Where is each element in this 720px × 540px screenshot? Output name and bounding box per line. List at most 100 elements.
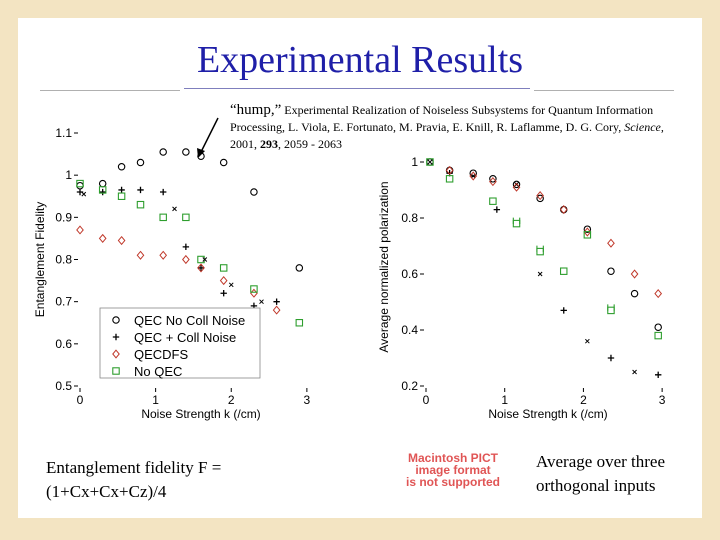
fidelity-line1: Entanglement fidelity F = <box>46 458 222 477</box>
fidelity-line2: (1+Cx+Cx+Cz)/4 <box>46 482 167 501</box>
data-point-series-1 <box>607 354 615 362</box>
data-point-no-qec <box>182 213 190 222</box>
slide-frame-top <box>0 0 720 18</box>
data-point-no-qec <box>295 318 304 327</box>
x-tick-label: 0 <box>423 393 430 407</box>
y-tick-label: 1 <box>411 155 418 169</box>
y-tick-label: 0.8 <box>55 253 72 267</box>
title-underline <box>184 88 530 89</box>
slide-frame-right <box>702 0 720 540</box>
data-point-qec-coll-noise <box>99 188 106 196</box>
slide-frame-left <box>0 0 18 540</box>
data-point-series-1 <box>654 371 662 378</box>
data-point-series-2 <box>470 173 476 179</box>
y-tick-label: 0.6 <box>401 267 418 281</box>
x-tick-label: 1 <box>152 393 159 407</box>
data-point-series-3 <box>489 177 497 187</box>
data-point-qec-coll-noise <box>273 298 280 305</box>
data-point-series-3 <box>559 205 568 215</box>
slide-title: Experimental Results <box>196 39 524 81</box>
data-point-qecdfs <box>182 254 190 265</box>
data-point-qecdfs <box>76 225 84 235</box>
legend-label: QECDFS <box>134 347 189 362</box>
fidelity-formula: Entanglement fidelity F = (1+Cx+Cx+Cz)/4 <box>46 456 221 504</box>
legend-marker <box>112 316 120 324</box>
citation-line2: Processing, L. Viola, E. Fortunato, M. P… <box>230 120 622 134</box>
data-point-qec-coll-noise <box>182 243 190 251</box>
data-point-series-0 <box>607 267 615 275</box>
hump-arrow <box>199 117 219 155</box>
data-point-series-2 <box>537 271 543 277</box>
data-point-qec-no-coll-noise <box>250 188 258 196</box>
legend-box <box>99 307 261 379</box>
data-point-series-2 <box>632 369 637 375</box>
data-point-series-4 <box>259 299 264 305</box>
data-point-series-4 <box>583 231 592 239</box>
fidelity-plot: 0.5 0.6 0.7 0.8 0.9 1 1.1 0 1 2 3 Noise Strength k … <box>33 126 311 421</box>
data-point-series-3 <box>536 191 544 201</box>
citation-pages: , 2059 - 2063 <box>278 137 342 151</box>
data-point-qec-coll-noise <box>137 186 144 194</box>
data-point-series-0 <box>489 175 497 183</box>
legend-label: No QEC <box>134 364 182 379</box>
data-point-qecdfs <box>197 263 205 273</box>
data-point-series-0 <box>512 180 521 189</box>
citation-hump: “hump,” <box>230 102 282 118</box>
pict-line2: image format <box>415 463 491 477</box>
data-point-series-2 <box>427 159 433 165</box>
data-point-qec-no-coll-noise <box>98 179 107 188</box>
data-point-qec-coll-noise <box>220 290 227 297</box>
data-point-series-5 <box>607 304 615 311</box>
data-point-qecdfs <box>117 235 126 246</box>
data-point-qec-no-coll-noise <box>159 148 167 156</box>
x-axis-label: Noise Strength k (/cm) <box>488 407 607 421</box>
average-line1: Average over three <box>536 452 665 471</box>
y-tick-label: 0.9 <box>55 210 72 224</box>
data-point-qecdfs <box>159 250 168 260</box>
data-point-qec-no-coll-noise <box>117 162 126 171</box>
data-point-series-0 <box>654 323 662 331</box>
data-point-series-1 <box>493 206 501 213</box>
data-point-series-4 <box>81 191 87 197</box>
x-tick-label: 1 <box>501 393 508 407</box>
data-point-qec-coll-noise <box>118 186 125 194</box>
data-point-qecdfs <box>250 288 258 298</box>
x-tick-label: 0 <box>77 393 84 407</box>
y-tick-label: 0.6 <box>55 337 72 351</box>
data-point-series-1 <box>560 307 567 314</box>
data-point-qec-no-coll-noise <box>136 158 145 167</box>
data-point-no-qec <box>117 192 126 201</box>
y-tick-label: 0.8 <box>401 211 418 225</box>
x-tick-label: 2 <box>580 393 587 407</box>
data-point-no-qec <box>219 264 228 272</box>
citation-journal: Science, <box>624 120 664 134</box>
data-point-series-4 <box>536 247 544 256</box>
data-point-series-4 <box>202 257 208 262</box>
pict-line3: is not supported <box>406 475 500 489</box>
data-point-qec-no-coll-noise <box>219 158 228 167</box>
data-point-series-4 <box>607 306 615 315</box>
data-point-series-3 <box>445 165 454 175</box>
data-point-qec-no-coll-noise <box>76 181 84 190</box>
x-axis-label: Noise Strength k (/cm) <box>141 407 260 421</box>
y-tick-label: 0.7 <box>55 295 72 309</box>
data-point-series-2 <box>585 338 590 344</box>
data-point-series-3 <box>469 171 478 181</box>
data-point-series-0 <box>630 289 639 298</box>
y-axis-label: Average normalized polarization <box>377 181 391 352</box>
legend-label: QEC + Coll Noise <box>134 330 236 345</box>
y-tick-label: 0.5 <box>55 379 72 393</box>
data-point-series-4 <box>489 197 497 205</box>
legend-marker <box>112 367 120 375</box>
legend-marker <box>112 349 120 359</box>
data-point-series-5 <box>536 245 544 252</box>
data-point-no-qec <box>98 186 107 194</box>
x-tick-label: 2 <box>228 393 235 407</box>
data-point-series-4 <box>654 331 662 340</box>
data-point-qecdfs <box>219 276 228 286</box>
average-line2: orthogonal inputs <box>536 476 656 495</box>
y-tick-label: 0.2 <box>401 379 418 393</box>
divider-right <box>534 90 674 97</box>
data-point-qec-coll-noise <box>159 188 167 196</box>
